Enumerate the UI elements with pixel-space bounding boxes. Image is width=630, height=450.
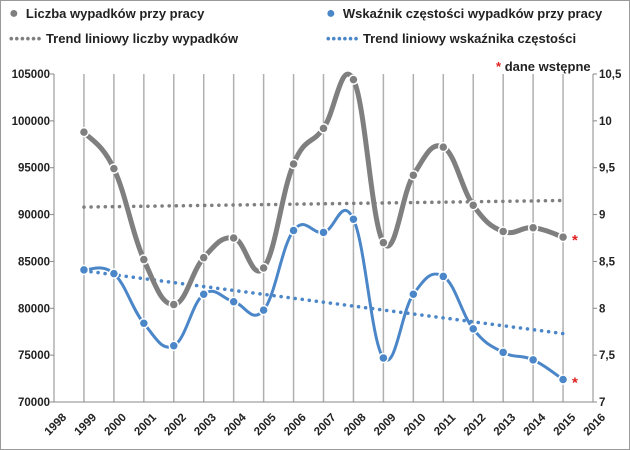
data-point bbox=[408, 169, 419, 181]
y-right-tick-label: 9 bbox=[599, 210, 605, 222]
x-tick-label: 2011 bbox=[432, 411, 459, 438]
x-tick-label: 2015 bbox=[552, 411, 579, 438]
data-point bbox=[108, 163, 120, 174]
x-tick-label: 2010 bbox=[402, 412, 429, 439]
data-point bbox=[467, 199, 479, 211]
x-tick-label: 2009 bbox=[372, 412, 399, 439]
asterisk-icon: * bbox=[496, 59, 502, 74]
legend-item-rate: ● Wskaźnik częstości wypadków przy pracy bbox=[326, 5, 602, 23]
y-left-tick-label: 80000 bbox=[18, 303, 50, 315]
legend-marker-blue-dotted-icon: •••••• bbox=[326, 31, 360, 46]
data-point bbox=[467, 323, 479, 335]
data-point bbox=[108, 268, 120, 279]
x-tick-label: 1999 bbox=[73, 412, 100, 439]
x-tick-label: 2001 bbox=[132, 411, 159, 438]
data-point bbox=[408, 288, 419, 300]
x-tick-label: 2013 bbox=[492, 412, 519, 439]
x-tick-label: 2006 bbox=[282, 412, 309, 439]
data-point bbox=[168, 340, 180, 352]
data-point bbox=[138, 254, 150, 265]
x-tick-label: 1998 bbox=[43, 411, 70, 438]
y-right-tick-label: 7 bbox=[599, 397, 605, 409]
data-point bbox=[138, 318, 150, 329]
data-point bbox=[557, 374, 569, 385]
x-tick-label: 2000 bbox=[102, 412, 129, 439]
x-tick-label: 2008 bbox=[342, 411, 369, 438]
data-point bbox=[318, 123, 329, 134]
preliminary-asterisk: * bbox=[572, 375, 578, 392]
y-left-tick-label: 85000 bbox=[18, 256, 50, 268]
legend-label: Trend liniowy liczby wypadków bbox=[45, 31, 239, 46]
trend-line bbox=[82, 269, 565, 336]
y-right-tick-label: 10,5 bbox=[599, 69, 622, 81]
data-point bbox=[378, 237, 389, 248]
data-point bbox=[497, 226, 509, 237]
preliminary-asterisk: * bbox=[572, 232, 578, 249]
y-right-tick-label: 7,5 bbox=[599, 350, 616, 362]
y-right-tick-label: 8 bbox=[599, 303, 606, 315]
data-point bbox=[198, 288, 209, 300]
x-tick-label: 2007 bbox=[312, 412, 339, 439]
data-point bbox=[438, 271, 449, 282]
data-point bbox=[497, 347, 509, 358]
data-point bbox=[258, 262, 269, 274]
x-tick-label: 2016 bbox=[582, 412, 609, 439]
legend-item-trend-accidents: •••••• Trend liniowy liczby wypadków bbox=[9, 31, 238, 46]
data-point bbox=[438, 141, 449, 153]
data-point bbox=[527, 222, 539, 233]
y-right-tick-label: 9,5 bbox=[599, 163, 616, 175]
x-tick-label: 2003 bbox=[192, 412, 219, 439]
data-point bbox=[258, 304, 269, 316]
data-point bbox=[78, 126, 90, 138]
y-right-tick-label: 10 bbox=[599, 116, 612, 128]
data-point bbox=[168, 299, 180, 310]
legend-label: Wskaźnik częstości wypadków przy pracy bbox=[342, 6, 603, 21]
x-tick-label: 2005 bbox=[252, 411, 279, 438]
data-point bbox=[78, 264, 90, 276]
data-point bbox=[288, 158, 299, 170]
legend-item-trend-rate: •••••• Trend liniowy wskaźnika częstości bbox=[326, 31, 576, 46]
data-point bbox=[557, 231, 569, 243]
legend-marker-gray-dotted-icon: •••••• bbox=[9, 31, 43, 46]
legend-item-accidents: ● Liczba wypadków przy pracy bbox=[9, 5, 204, 23]
y-right-tick-label: 8,5 bbox=[599, 256, 616, 268]
data-point bbox=[348, 214, 359, 225]
legend-label: Trend liniowy wskaźnika częstości bbox=[362, 31, 577, 46]
y-left-tick-label: 70000 bbox=[18, 397, 50, 409]
y-left-tick-label: 100000 bbox=[12, 116, 50, 128]
data-point bbox=[348, 74, 359, 85]
data-point bbox=[318, 227, 329, 238]
legend-label: Liczba wypadków przy pracy bbox=[25, 6, 205, 21]
data-point bbox=[228, 232, 239, 244]
y-left-tick-label: 90000 bbox=[18, 210, 50, 222]
y-left-tick-label: 95000 bbox=[18, 163, 50, 175]
x-tick-label: 2012 bbox=[462, 412, 489, 439]
x-tick-label: 2004 bbox=[222, 411, 249, 438]
data-point bbox=[378, 352, 389, 364]
legend-marker-gray-dot-icon: ● bbox=[9, 5, 19, 22]
y-left-tick-label: 105000 bbox=[12, 69, 50, 81]
x-tick-label: 2014 bbox=[522, 411, 549, 438]
preliminary-note: * dane wstępne bbox=[496, 59, 591, 74]
data-point bbox=[527, 354, 539, 366]
y-left-tick-label: 75000 bbox=[18, 350, 50, 362]
legend-marker-blue-dot-icon: ● bbox=[326, 5, 336, 22]
data-point bbox=[198, 252, 209, 263]
x-tick-label: 2002 bbox=[162, 412, 189, 439]
data-point bbox=[288, 225, 299, 236]
note-label: dane wstępne bbox=[504, 59, 591, 74]
data-point bbox=[228, 296, 239, 307]
trend-line bbox=[82, 198, 565, 209]
